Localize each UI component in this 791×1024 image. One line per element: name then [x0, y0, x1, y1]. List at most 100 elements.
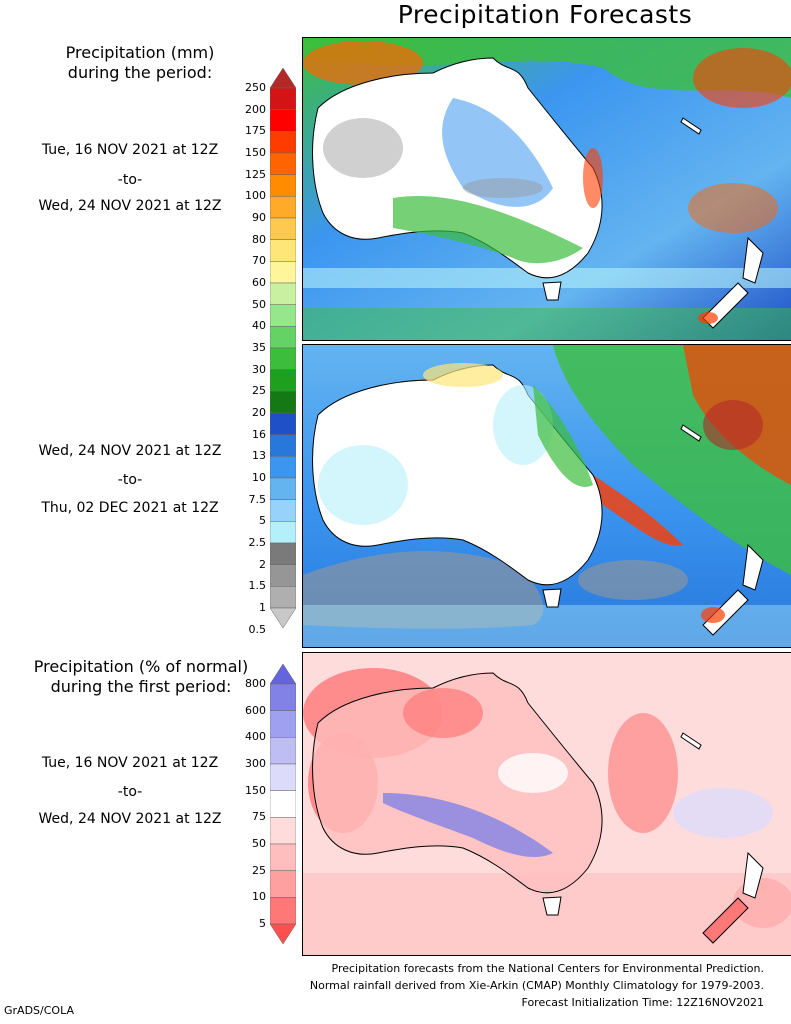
- legend-mm-tick-label: 250: [245, 81, 266, 94]
- legend-mm-swatch: [270, 477, 296, 500]
- legend-mm-swatch: [270, 174, 296, 197]
- legend-pct-swatch: [270, 790, 296, 818]
- legend-pct-top-arrow: [270, 664, 296, 685]
- legend-mm-tick-label: 0.5: [248, 622, 267, 636]
- legend-mm-tick-label: 5: [259, 514, 266, 528]
- legend-pct-swatch: [270, 683, 296, 711]
- legend-mm-tick-label: 2: [259, 557, 266, 571]
- legend-mm-swatch: [270, 326, 296, 349]
- legend-mm-swatch: [270, 499, 296, 522]
- page-title: Precipitation Forecasts: [397, 0, 693, 29]
- percent-normal-map: [303, 653, 791, 955]
- period1-sep: -to-: [117, 172, 143, 188]
- legend-mm-swatch: [270, 456, 296, 479]
- legend-pct-swatch: [270, 737, 296, 765]
- period3-end: Wed, 24 NOV 2021 at 12Z: [38, 811, 222, 827]
- legend-pct-tick-label: 300: [245, 757, 266, 770]
- legend-pct-header-line2: during the first period:: [50, 677, 232, 696]
- footer-line1: Precipitation forecasts from the Nationa…: [331, 962, 765, 975]
- legend-mm-header-line2: during the period:: [67, 63, 213, 82]
- legend-pct-header: Precipitation (% of normal) during the f…: [10, 657, 272, 697]
- footer-notes: Precipitation forecasts from the Nationa…: [64, 960, 764, 1011]
- legend-mm-header: Precipitation (mm) during the period:: [30, 43, 250, 83]
- legend-mm-swatch: [270, 304, 296, 327]
- legend-mm-ticks: 250 200 175 150 125 100 90 80 70 60 50 40 35 30 25 20 16…: [238, 0, 268, 640]
- footer-line2: Normal rainfall derived from Xie-Arkin (…: [309, 979, 764, 992]
- legend-mm-tick-label: 40: [252, 319, 266, 333]
- legend-mm-tick-label: 16: [252, 427, 266, 441]
- period2-start: Wed, 24 NOV 2021 at 12Z: [38, 443, 222, 459]
- legend-pct-tick-label: 400: [245, 730, 266, 744]
- legend-pct-swatch: [270, 870, 296, 898]
- legend-mm-tick-label: 50: [252, 297, 266, 311]
- legend-mm-tick-label: 175: [245, 124, 266, 138]
- legend-mm-tick-label: 80: [252, 232, 266, 246]
- legend-mm-tick-label: 70: [252, 254, 266, 268]
- legend-mm-swatch: [270, 542, 296, 565]
- credit-label: GrADS/COLA: [4, 1004, 74, 1017]
- precip-map-period1: [303, 38, 791, 340]
- legend-mm-swatch: [270, 282, 296, 305]
- legend-mm-tick-label: 90: [252, 211, 266, 224]
- legend-mm-tick-label: 125: [245, 167, 266, 181]
- legend-pct-tick-label: 600: [245, 703, 266, 717]
- legend-mm-swatch: [270, 391, 296, 414]
- legend-mm-top-arrow: [270, 68, 296, 89]
- legend-pct-swatch: [270, 817, 296, 845]
- period2-sep: -to-: [117, 472, 143, 488]
- legend-pct-swatch: [270, 843, 296, 871]
- legend-pct-ticks: 800 600 400 300 150 75 50 25 10 5: [238, 0, 268, 960]
- legend-mm-swatch: [270, 131, 296, 154]
- legend-mm-swatch: [270, 109, 296, 132]
- legend-mm-header-line1: Precipitation (mm): [65, 43, 215, 62]
- period1-end: Wed, 24 NOV 2021 at 12Z: [38, 198, 222, 214]
- legend-mm-tick-label: 60: [252, 276, 266, 289]
- legend-mm-tick-label: 30: [252, 362, 266, 376]
- period3-sep: -to-: [117, 784, 143, 800]
- legend-mm-tick-label: 1: [259, 601, 266, 614]
- legend-mm-tick-label: 13: [252, 449, 266, 463]
- map-panel-period2: [302, 344, 791, 648]
- legend-mm-tick-label: 35: [252, 341, 266, 354]
- legend-pct-tick-label: 75: [252, 810, 266, 824]
- legend-mm-swatch: [270, 564, 296, 587]
- legend-pct-tick-label: 10: [252, 890, 266, 904]
- legend-mm-swatch: [270, 239, 296, 262]
- legend-mm-tick-label: 200: [245, 102, 266, 116]
- period1-start: Tue, 16 NOV 2021 at 12Z: [41, 142, 219, 158]
- legend-mm-tick-label: 7.5: [248, 492, 267, 506]
- map-panel-percent: [302, 652, 791, 956]
- legend-mm-tick-label: 10: [252, 471, 266, 484]
- period3-start: Tue, 16 NOV 2021 at 12Z: [41, 755, 219, 771]
- legend-pct-header-line1: Precipitation (% of normal): [33, 657, 249, 676]
- legend-mm-swatch: [270, 412, 296, 435]
- legend-mm-swatch: [270, 586, 296, 609]
- legend-mm-colorbar: [270, 68, 296, 628]
- precip-map-period2: [303, 345, 791, 647]
- legend-mm-swatch: [270, 87, 296, 110]
- legend-pct-tick-label: 800: [245, 677, 266, 690]
- legend-pct-bottom-arrow: [270, 923, 296, 944]
- legend-mm-tick-label: 2.5: [248, 536, 267, 549]
- legend-pct-tick-label: 150: [245, 783, 266, 797]
- legend-mm-bottom-arrow: [270, 607, 296, 628]
- legend-mm-swatch: [270, 521, 296, 544]
- legend-mm-tick-label: 100: [245, 189, 266, 203]
- period2-end: Thu, 02 DEC 2021 at 12Z: [41, 500, 219, 516]
- legend-pct-tick-label: 50: [252, 837, 266, 850]
- legend-pct-swatch: [270, 710, 296, 738]
- legend-mm-swatch: [270, 196, 296, 219]
- legend-pct-tick-label: 5: [259, 917, 266, 930]
- legend-pct-swatch: [270, 763, 296, 791]
- footer-line3: Forecast Initialization Time: 12Z16NOV20…: [521, 996, 764, 1009]
- legend-mm-tick-label: 150: [245, 146, 266, 159]
- legend-mm-swatch: [270, 369, 296, 392]
- legend-mm-tick-label: 1.5: [248, 579, 267, 593]
- map-panel-period1: [302, 37, 791, 341]
- legend-mm-tick-label: 20: [252, 406, 266, 419]
- legend-pct-colorbar: [270, 664, 296, 944]
- legend-pct-swatch: [270, 897, 296, 925]
- legend-pct-tick-label: 25: [252, 863, 266, 877]
- legend-mm-swatch: [270, 217, 296, 240]
- legend-mm-tick-label: 25: [252, 384, 266, 398]
